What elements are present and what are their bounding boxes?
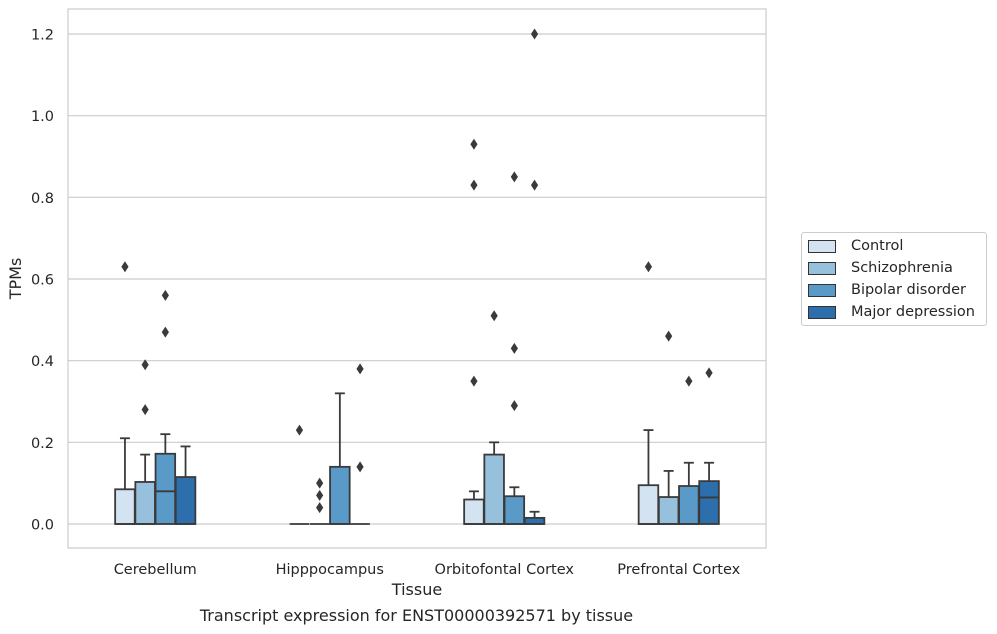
- outlier-point: [141, 404, 149, 416]
- box-group: [114, 261, 136, 525]
- outlier-point: [530, 179, 539, 191]
- outlier-point: [316, 489, 324, 501]
- outlier-point: [510, 171, 518, 183]
- outlier-point: [295, 424, 304, 436]
- box: [483, 453, 505, 525]
- y-tick-label: 0.4: [31, 354, 54, 370]
- outlier-point: [356, 363, 364, 375]
- box-group: [637, 261, 660, 525]
- outlier-point: [470, 375, 478, 387]
- x-tick-label: Orbitofontal Cortex: [435, 562, 575, 578]
- box-group: [523, 28, 546, 525]
- box: [657, 496, 680, 525]
- x-tick-label: Prefrontal Cortex: [617, 562, 740, 578]
- box-group: [698, 367, 720, 525]
- y-tick-label: 0.6: [31, 273, 54, 289]
- outlier-point: [510, 400, 518, 412]
- legend-label-schizophrenia: Schizophrenia: [851, 260, 953, 276]
- box: [134, 481, 156, 525]
- box-group: [329, 392, 351, 525]
- box-group: [503, 171, 526, 525]
- box-group: [154, 289, 177, 525]
- outlier-point: [316, 502, 324, 514]
- x-tick-label: Hipppocampus: [276, 562, 384, 578]
- box-series: [114, 28, 720, 525]
- outlier-point: [685, 375, 693, 387]
- outlier-point: [665, 330, 673, 342]
- outlier-point: [121, 261, 129, 273]
- y-tick-label: 0.8: [31, 191, 54, 207]
- y-axis-label: TPMs: [6, 258, 25, 301]
- x-tick-label: Cerebellum: [114, 562, 197, 578]
- box-group: [134, 359, 156, 525]
- legend-label-bipolar-disorder: Bipolar disorder: [851, 282, 966, 298]
- outlier-point: [141, 359, 149, 371]
- y-tick-label: 0.2: [31, 436, 54, 452]
- box-group: [309, 477, 330, 525]
- outlier-point: [510, 342, 518, 354]
- box-group: [289, 424, 310, 525]
- legend-item-schizophrenia: Schizophrenia: [808, 258, 953, 278]
- legend-label-control: Control: [851, 238, 904, 254]
- x-axis-ticks: Cerebellum Hipppocampus Orbitofontal Corte…: [114, 562, 741, 578]
- x-axis-label: Tissue: [391, 580, 442, 599]
- box: [463, 498, 485, 525]
- box: [174, 476, 197, 525]
- legend-item-major-depression: Major depression: [808, 302, 975, 322]
- legend-label-major-depression: Major depression: [851, 304, 975, 320]
- box-group: [678, 375, 700, 525]
- box: [154, 452, 177, 525]
- box-group: [350, 363, 370, 525]
- legend-swatch-bipolar-disorder: [808, 283, 836, 297]
- outlier-point: [490, 310, 498, 322]
- y-axis-ticks: 0.0 0.2 0.4 0.6 0.8 1.0 1.2: [31, 28, 54, 534]
- box: [678, 485, 700, 525]
- outlier-point: [530, 28, 539, 40]
- box: [329, 465, 351, 525]
- box: [637, 484, 660, 525]
- legend-item-control: Control: [808, 236, 903, 256]
- box-group: [657, 330, 680, 525]
- legend-item-bipolar-disorder: Bipolar disorder: [808, 280, 966, 300]
- outlier-point: [470, 179, 478, 191]
- box: [503, 495, 526, 525]
- outlier-point: [161, 326, 169, 338]
- box: [114, 488, 136, 525]
- y-tick-label: 1.2: [31, 28, 54, 44]
- legend-swatch-control: [808, 239, 836, 253]
- outlier-point: [356, 461, 364, 473]
- y-tick-label: 1.0: [31, 109, 54, 125]
- box-group: [174, 445, 197, 525]
- outlier-point: [161, 289, 169, 301]
- outlier-point: [470, 138, 478, 150]
- outlier-point: [705, 367, 713, 379]
- box-group: [483, 310, 505, 525]
- gridlines: [68, 33, 766, 525]
- outlier-point: [644, 261, 653, 273]
- plot-frame: [67, 8, 767, 549]
- box-group: [463, 138, 485, 525]
- outlier-point: [316, 477, 324, 489]
- y-tick-label: 0.0: [31, 518, 54, 534]
- legend: Control Schizophrenia Bipolar disorder M…: [801, 232, 987, 326]
- legend-swatch-schizophrenia: [808, 261, 836, 275]
- legend-swatch-major-depression: [808, 305, 836, 319]
- box: [523, 516, 546, 525]
- box: [698, 480, 720, 525]
- figure-caption: Transcript expression for ENST0000039257…: [199, 606, 634, 625]
